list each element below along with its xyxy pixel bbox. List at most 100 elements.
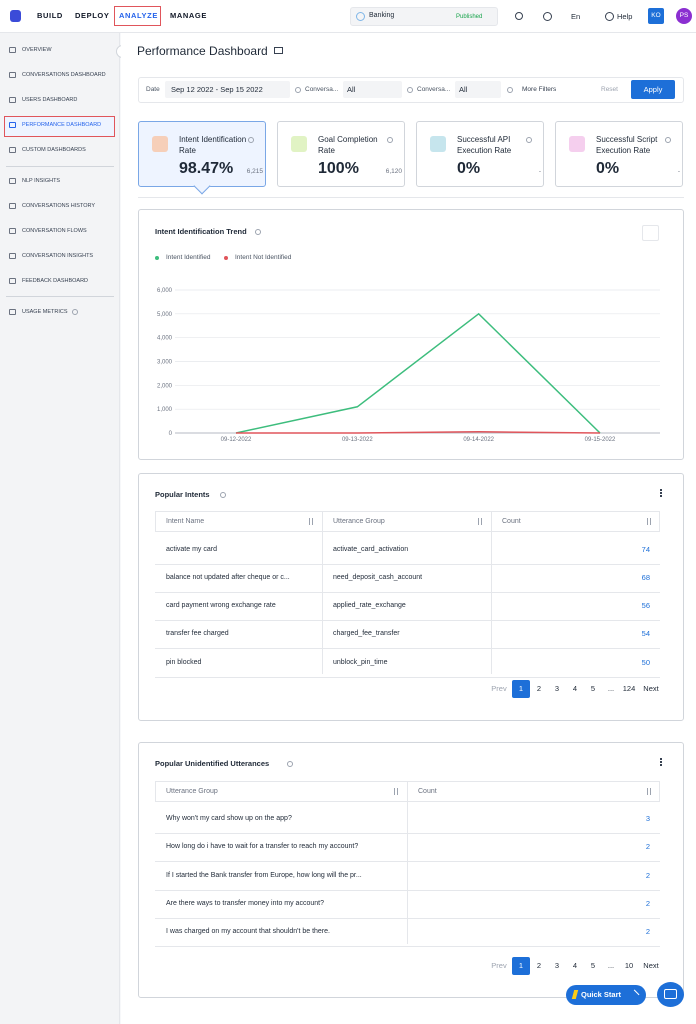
sidebar-item[interactable]: NLP INSIGHTS [22,178,61,184]
sidebar-item[interactable]: USAGE METRICS [22,309,68,315]
language[interactable]: En [571,12,581,21]
page-button[interactable]: ... [607,684,615,693]
page-button[interactable]: 10 [624,961,634,970]
page-button[interactable]: Next [643,684,659,693]
panel [138,742,684,998]
avatar-text: PS [679,12,689,19]
count-cell[interactable]: 50 [641,658,650,667]
page-button[interactable]: 3 [554,684,560,693]
nav-item[interactable]: MANAGE [170,11,207,20]
table-cell: I was charged on my account that shouldn… [166,928,330,935]
kpi-card[interactable] [416,121,544,187]
count-cell[interactable]: 54 [641,629,650,638]
count-cell[interactable]: 2 [645,871,650,880]
sidebar-item[interactable]: FEEDBACK DASHBOARD [22,278,89,284]
sidebar-item[interactable]: CONVERSATIONS HISTORY [22,203,96,209]
apply-button[interactable] [631,80,675,99]
kpi-icon [152,136,168,152]
bot-selector[interactable] [350,7,498,26]
nav-item[interactable]: DEPLOY [75,11,110,20]
top-bar [0,0,696,33]
kpi-card[interactable] [555,121,683,187]
nav-item[interactable]: ANALYZE [119,11,158,20]
row-divider [155,677,660,678]
page-active [512,957,530,975]
kpi-card[interactable] [138,121,266,187]
info-icon [526,137,532,143]
sidebar-item[interactable]: OVERVIEW [22,47,52,53]
count-cell[interactable]: 2 [645,899,650,908]
sort-icon [647,788,651,795]
kpi-count: - [538,168,541,175]
kpi-value: 0% [457,160,481,177]
logo [10,10,21,22]
sidebar-active [4,116,115,137]
count-cell[interactable]: 2 [645,927,650,936]
add-icon[interactable] [543,12,552,21]
column-header[interactable]: Utterance Group [333,518,385,525]
column-header[interactable]: Intent Name [166,518,205,525]
legend-label: Intent Not Identified [235,254,292,261]
more-filters[interactable]: More Filters [522,86,557,93]
kpi-card[interactable] [277,121,405,187]
count-cell[interactable]: 3 [645,814,650,823]
sidebar-item[interactable]: CONVERSATION FLOWS [22,228,87,234]
help[interactable]: Help [617,12,633,21]
filter-select[interactable] [343,81,402,98]
row-divider [155,648,660,649]
sidebar-item[interactable]: USERS DASHBOARD [22,97,78,103]
page-button[interactable]: 5 [590,961,596,970]
page-button[interactable]: 1 [518,961,524,970]
page-button[interactable]: 124 [622,684,636,693]
page-button[interactable]: Next [643,961,659,970]
date-picker[interactable] [165,81,290,98]
reset-button[interactable]: Reset [601,86,618,93]
search-icon[interactable] [515,12,523,20]
sidebar-item[interactable]: CONVERSATIONS DASHBOARD [22,72,106,78]
sidebar-item[interactable]: CUSTOM DASHBOARDS [22,147,86,153]
table-cell: activate_card_activation [333,546,409,553]
chat-button[interactable] [657,982,684,1007]
column-header[interactable]: Count [502,518,521,525]
page-button[interactable]: Prev [491,961,507,970]
kpi-icon [430,136,446,152]
page-button[interactable]: ... [607,961,615,970]
quick-start-button[interactable] [566,985,646,1005]
page-button[interactable]: 4 [572,961,578,970]
count-cell[interactable]: 74 [641,545,650,554]
sidebar-item[interactable]: CONVERSATION INSIGHTS [22,253,94,259]
info-icon [387,137,393,143]
column-header[interactable]: Utterance Group [166,788,218,795]
sidebar-item[interactable]: PERFORMANCE DASHBOARD [22,122,102,128]
page-button[interactable]: Prev [491,684,507,693]
info-icon [295,87,301,93]
kpi-icon [291,136,307,152]
row-divider [155,592,660,593]
page-button[interactable]: 1 [518,684,524,693]
book-icon [274,47,283,54]
filter-select[interactable] [455,81,501,98]
sort-icon [478,518,482,525]
avatar[interactable] [648,8,664,24]
filter-value: All [347,85,356,94]
export-button[interactable] [642,225,659,241]
sidebar [0,33,120,1024]
page-button[interactable]: 3 [554,961,560,970]
filter-label: Date [146,86,160,93]
kpi-value: 98.47% [179,160,234,177]
count-cell[interactable]: 68 [641,573,650,582]
nav-item[interactable]: BUILD [37,11,63,20]
sidebar-icon [9,72,16,78]
count-cell[interactable]: 56 [641,601,650,610]
page-button[interactable]: 2 [536,961,542,970]
menu-dots[interactable] [660,489,662,497]
avatar[interactable] [676,8,692,24]
page-button[interactable]: 2 [536,684,542,693]
page-button[interactable]: 5 [590,684,596,693]
row-divider [155,620,660,621]
menu-dots[interactable] [660,758,662,766]
count-cell[interactable]: 2 [645,842,650,851]
page-button[interactable]: 4 [572,684,578,693]
column-header[interactable]: Count [418,788,437,795]
kpi-title: Successful Script Execution Rate [596,135,658,155]
